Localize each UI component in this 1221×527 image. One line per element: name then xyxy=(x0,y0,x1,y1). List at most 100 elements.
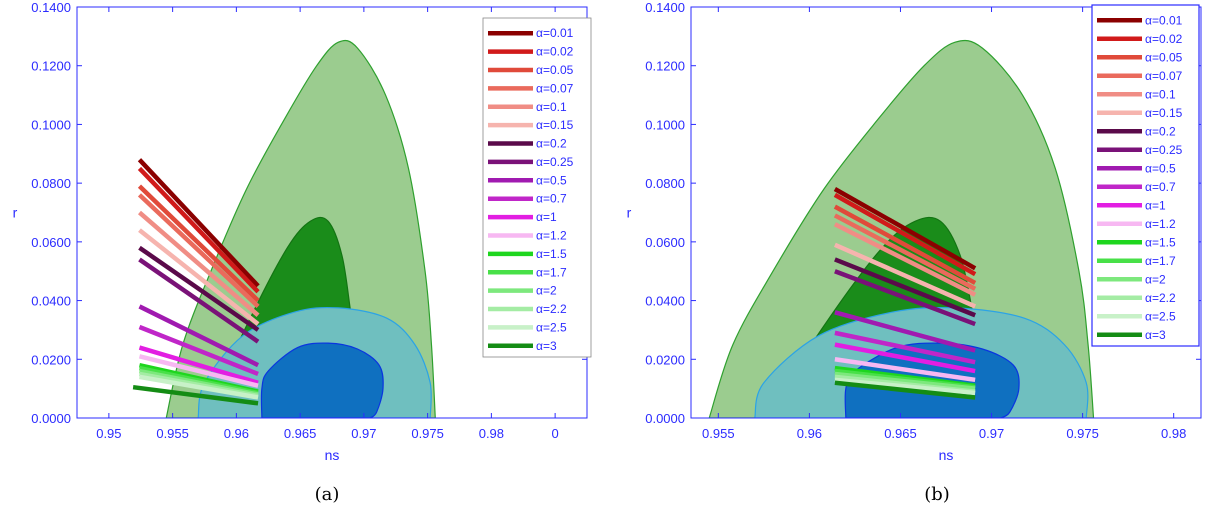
x-tick-label: 0.955 xyxy=(702,426,735,441)
y-tick-label: 0.0400 xyxy=(645,294,685,309)
series-line-3 xyxy=(137,193,260,309)
y-axis-label: r xyxy=(627,205,632,221)
series-line-7 xyxy=(834,269,976,327)
plot-area xyxy=(132,39,436,418)
series-line-5 xyxy=(138,228,260,326)
series-line-6 xyxy=(138,245,260,332)
legend-label: α=0.02 xyxy=(536,45,574,59)
legend-label: α=1 xyxy=(536,210,557,224)
legend-label: α=0.7 xyxy=(536,192,567,206)
series-line-11 xyxy=(138,354,259,388)
x-tick-label: 0.98 xyxy=(1161,426,1186,441)
series-line-17 xyxy=(834,380,976,400)
y-tick-label: 0.0000 xyxy=(645,411,685,426)
series-line-4 xyxy=(138,210,260,317)
legend-box xyxy=(482,17,592,358)
legend-label: α=0.2 xyxy=(536,137,567,151)
legend-label: α=0.5 xyxy=(536,173,567,187)
legend-label: α=0.02 xyxy=(1145,32,1183,46)
series-line-16 xyxy=(139,374,259,400)
series-line-3 xyxy=(833,213,977,291)
legend-label: α=0.01 xyxy=(1145,13,1183,27)
y-tick-label: 0.1000 xyxy=(31,117,71,132)
x-tick-label: 0.975 xyxy=(1066,426,1099,441)
legend-label: α=0.15 xyxy=(536,118,574,132)
legend: α=0.01 α=0.02 α=0.05 α=0.07 α=0.1 α=0.15 α=0.2… xyxy=(482,17,592,358)
x-tick-label: 0.965 xyxy=(284,426,317,441)
legend-label: α=1.2 xyxy=(536,228,567,242)
series-line-10 xyxy=(138,345,259,385)
legend-label: α=0.25 xyxy=(1145,143,1183,157)
y-tick-label: 0.0200 xyxy=(645,352,685,367)
panel-caption: (a) xyxy=(315,484,340,505)
y-tick-label: 0.1400 xyxy=(645,0,685,15)
legend-box xyxy=(1091,4,1200,347)
x-tick-label: 0.965 xyxy=(884,426,917,441)
legend-label: α=0.07 xyxy=(1145,69,1183,83)
x-axis-label: ns xyxy=(325,447,340,463)
series-line-6 xyxy=(834,257,976,318)
series-line-0 xyxy=(137,158,260,288)
y-tick-label: 0.1200 xyxy=(645,59,685,74)
x-tick-label: 0.97 xyxy=(351,426,376,441)
y-axis-label: r xyxy=(13,205,18,221)
series-line-2 xyxy=(833,204,977,285)
plot-area xyxy=(708,39,1095,418)
series-line-9 xyxy=(834,330,976,365)
legend-label: α=0.2 xyxy=(1145,124,1176,138)
y-tick-label: 0.0600 xyxy=(645,235,685,250)
x-axis-label: ns xyxy=(939,447,954,463)
y-tick-label: 0.0400 xyxy=(31,294,71,309)
x-tick-label: 0.96 xyxy=(797,426,822,441)
series-line-2 xyxy=(137,184,260,303)
series-line-17 xyxy=(132,384,259,406)
series-line-4 xyxy=(833,222,977,297)
legend-label: α=0.5 xyxy=(1145,161,1176,175)
contour-inner-blue xyxy=(260,342,384,418)
legend-label: α=2.5 xyxy=(1145,309,1176,323)
series-line-8 xyxy=(834,310,976,353)
legend-label: α=1.5 xyxy=(1145,235,1176,249)
legend-label: α=2.2 xyxy=(1145,291,1176,305)
x-tick-label: 0.96 xyxy=(224,426,249,441)
panel-caption: (b) xyxy=(924,484,950,505)
legend-label: α=0.15 xyxy=(1145,106,1183,120)
series-line-1 xyxy=(833,192,977,277)
legend-label: α=2 xyxy=(1145,272,1166,286)
panel-b: 0.955 0.96 0.965 0.97 0.975 0.98 0.0000 0.0200 0… xyxy=(627,0,1202,505)
x-tick-label: 0.955 xyxy=(156,426,189,441)
y-tick-label: 0.0000 xyxy=(31,411,71,426)
legend-label: α=3 xyxy=(1145,328,1166,342)
legend: α=0.01 α=0.02 α=0.05 α=0.07 α=0.1 α=0.15 α=0.2… xyxy=(1091,4,1200,347)
legend-label: α=1.2 xyxy=(1145,217,1176,231)
legend-label: α=2.2 xyxy=(536,302,567,316)
legend-label: α=0.7 xyxy=(1145,180,1176,194)
y-tick-label: 0.1200 xyxy=(31,59,71,74)
x-tick-label: 0.97 xyxy=(979,426,1004,441)
y-tick-label: 0.0800 xyxy=(645,176,685,191)
y-tick-label: 0.0800 xyxy=(31,176,71,191)
x-tick-label: 0.975 xyxy=(411,426,444,441)
y-tick-label: 0.1000 xyxy=(645,117,685,132)
series-line-5 xyxy=(833,242,977,309)
legend-label: α=1.7 xyxy=(1145,254,1176,268)
series-line-9 xyxy=(138,324,259,377)
series-line-8 xyxy=(138,304,260,368)
legend-label: α=1 xyxy=(1145,198,1166,212)
series-line-7 xyxy=(138,257,260,344)
series-line-0 xyxy=(833,187,977,271)
x-tick-label: 0.98 xyxy=(479,426,504,441)
y-tick-label: 0.1400 xyxy=(31,0,71,15)
legend-label: α=0.05 xyxy=(536,63,574,77)
legend-label: α=0.1 xyxy=(536,100,567,114)
legend-label: α=1.5 xyxy=(536,247,567,261)
y-tick-label: 0.0200 xyxy=(31,352,71,367)
series-line-11 xyxy=(834,357,976,383)
legend-label: α=3 xyxy=(536,339,557,353)
y-tick-label: 0.0600 xyxy=(31,235,71,250)
axes-frame xyxy=(690,6,1202,419)
legend-label: α=1.7 xyxy=(536,265,567,279)
series-line-1 xyxy=(137,166,260,294)
x-tick-label: 0.95 xyxy=(96,426,121,441)
